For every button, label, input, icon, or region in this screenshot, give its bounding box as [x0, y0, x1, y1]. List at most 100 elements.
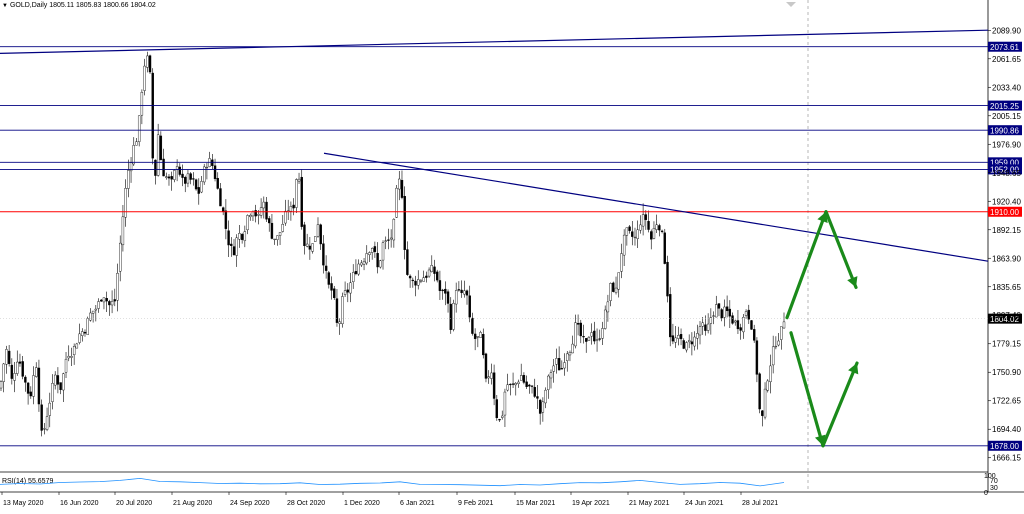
candle-body — [557, 358, 561, 371]
candle-body — [48, 402, 51, 416]
candle-body — [411, 279, 415, 282]
price-tick-label: 1779.15 — [992, 340, 1021, 349]
candle-body — [533, 386, 536, 397]
candle-body — [238, 233, 241, 240]
candle-body — [687, 340, 691, 343]
rsi-axis-label: 30 — [990, 485, 998, 492]
candle-body — [389, 237, 393, 240]
candle-body — [641, 214, 645, 227]
candle-body — [13, 373, 16, 381]
candle-body — [406, 249, 409, 275]
trendline-falling — [323, 152, 989, 262]
level-label: 1910.00 — [990, 208, 1019, 217]
time-tick-label: 21 May 2021 — [629, 500, 670, 507]
candle-body — [45, 416, 49, 430]
level-label: 1952.00 — [990, 166, 1019, 175]
candle-body — [595, 339, 599, 341]
projection-arrow-segment — [824, 210, 858, 290]
candle-body — [742, 316, 745, 333]
candle-body — [530, 385, 534, 387]
candle-body — [552, 365, 555, 372]
candle-body — [452, 303, 455, 330]
level-label: 1678.00 — [990, 442, 1019, 451]
candle-body — [766, 380, 769, 391]
candle-body — [408, 275, 412, 279]
candle-body — [156, 134, 160, 176]
candle-body — [2, 363, 5, 382]
candle-body — [273, 238, 276, 241]
level-label: 1990.86 — [990, 126, 1019, 135]
candle-body — [108, 301, 111, 306]
rsi-label: RSI(14) 55.6579 — [2, 478, 53, 485]
candle-body — [75, 343, 79, 349]
candle-body — [338, 321, 341, 324]
candle-body — [585, 338, 588, 342]
candle-body — [16, 361, 19, 374]
candle-body — [297, 178, 301, 182]
candle-body — [370, 248, 374, 253]
candle-body — [59, 382, 62, 390]
candle-body — [601, 328, 604, 339]
candle-body — [165, 176, 168, 178]
candle-body — [254, 210, 257, 217]
candle-body — [728, 308, 732, 317]
candle-body — [782, 321, 786, 329]
candle-body — [509, 383, 512, 386]
candle-body — [625, 227, 629, 236]
candle-body — [427, 269, 431, 277]
projection-arrow-segment — [789, 331, 825, 448]
collapse-arrow-icon[interactable]: ▼ — [2, 3, 8, 9]
projection-arrow-head — [847, 276, 858, 288]
candle-body — [89, 312, 92, 321]
projection-arrow-head — [817, 211, 828, 224]
time-tick-label: 24 Sep 2020 — [230, 500, 270, 507]
candle-body — [650, 231, 653, 240]
candle-body — [603, 309, 607, 329]
candle-body — [7, 350, 11, 364]
candle-body — [780, 326, 783, 340]
candle-body — [685, 342, 688, 351]
price-tick-label: 1920.40 — [992, 197, 1021, 206]
candle-body — [91, 310, 95, 314]
candle-body — [774, 345, 778, 348]
candle-body — [300, 176, 303, 227]
candle-body — [549, 372, 553, 379]
candle-body — [471, 317, 474, 334]
candle-body — [368, 252, 371, 256]
candle-body — [503, 391, 507, 416]
level-label-bg — [988, 125, 1022, 136]
candle-body — [430, 265, 433, 272]
candle-body — [167, 176, 171, 179]
candle-body — [56, 375, 60, 385]
candle-body — [124, 188, 127, 218]
candle-body — [105, 297, 108, 302]
candle-body — [636, 229, 639, 239]
candle-body — [590, 332, 593, 337]
candle-body — [614, 287, 618, 293]
candle-body — [690, 341, 694, 345]
candle-body — [498, 419, 501, 421]
candle-body — [205, 166, 209, 169]
candle-body — [184, 177, 187, 184]
candle-body — [194, 179, 198, 190]
price-tick-label: 1976.90 — [992, 140, 1021, 149]
candle-body — [536, 396, 539, 399]
candle-body — [159, 135, 163, 161]
candle-body — [669, 294, 672, 338]
candle-body — [192, 178, 195, 180]
rsi-axis-label: 100 — [984, 473, 996, 480]
candle-body — [612, 282, 615, 292]
candle-body — [582, 336, 585, 338]
candle-body — [219, 188, 222, 207]
candle-body — [24, 376, 27, 383]
time-tick-label: 28 Oct 2020 — [287, 500, 325, 507]
candle-body — [752, 329, 756, 341]
candle-body — [379, 260, 382, 268]
candle-body — [715, 304, 718, 318]
candle-body — [777, 340, 780, 346]
candle-body — [587, 337, 591, 341]
price-tick-label: 1807.40 — [992, 311, 1021, 320]
candle-body — [235, 237, 238, 256]
candle-body — [148, 55, 152, 73]
